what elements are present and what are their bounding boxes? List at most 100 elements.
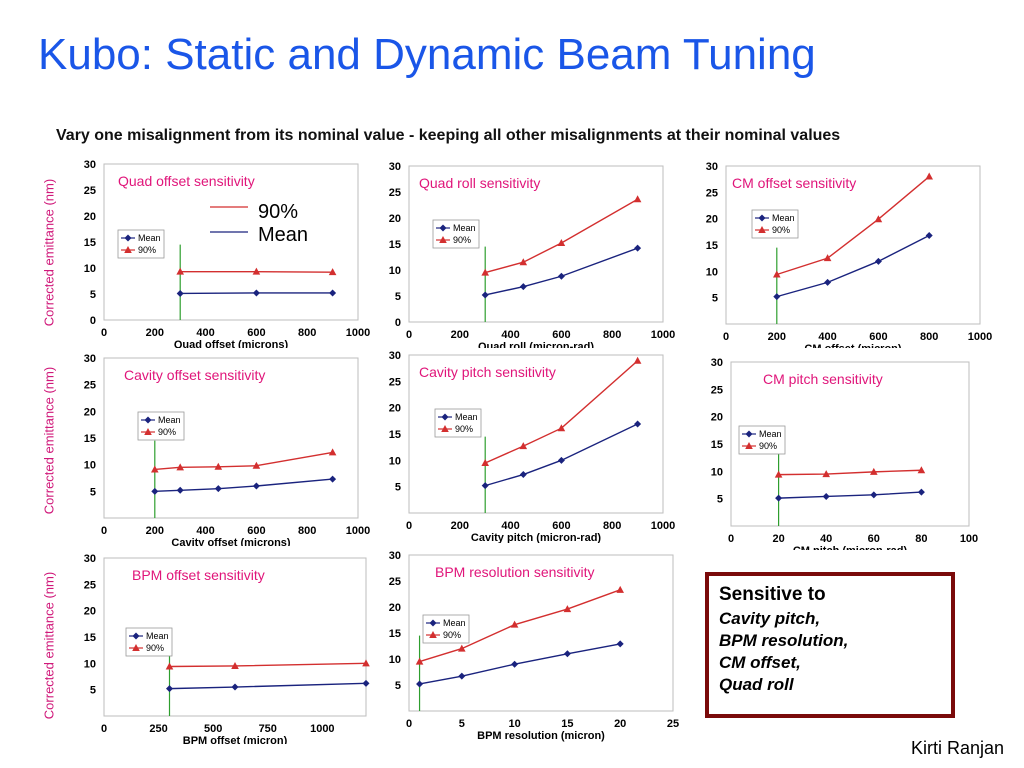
x-tick-label: 1000	[346, 327, 370, 339]
mean-point	[252, 482, 260, 490]
x-tick-label: 10	[508, 718, 520, 730]
y-tick-label: 10	[389, 654, 401, 666]
mean-point	[634, 420, 642, 428]
y-tick-label: 0	[395, 317, 401, 329]
y-tick-label: 15	[389, 628, 401, 640]
mean-point	[775, 494, 783, 502]
legend-p90-label: 90%	[759, 441, 777, 451]
p90-point	[773, 270, 781, 278]
mean-point	[214, 485, 222, 493]
y-tick-label: 20	[389, 213, 401, 225]
p90-point	[557, 238, 566, 246]
legend-box	[125, 627, 173, 657]
p90-point	[214, 462, 223, 470]
p90-point	[745, 442, 753, 449]
y-tick-label: 10	[389, 265, 401, 277]
p90-point	[870, 467, 878, 475]
p90-point	[439, 236, 447, 243]
mean-point	[124, 234, 132, 242]
mean-point	[144, 416, 152, 424]
chart-quad-roll: 0 5 10 15 20 25 30 0 200 400 600 800 1000 Quad roll (…	[389, 161, 675, 348]
legend-mean-label: Mean	[158, 415, 181, 425]
x-tick-label: 200	[451, 329, 469, 341]
legend-box	[751, 209, 799, 239]
y-tick-label: 10	[84, 460, 96, 472]
x-tick-label: 0	[406, 718, 412, 730]
y-tick-label: 30	[389, 350, 401, 362]
p90-point	[557, 424, 566, 432]
mean-point	[824, 278, 832, 286]
y-tick-label: 15	[389, 429, 401, 441]
y-tick-label: 30	[711, 357, 723, 369]
y-tick-label: 20	[706, 214, 718, 226]
x-axis-label: BPM resolution (micron)	[477, 730, 605, 742]
p90-point	[328, 268, 337, 276]
y-tick-label: 30	[84, 553, 96, 565]
y-tick-label: 25	[389, 376, 401, 388]
x-tick-label: 750	[259, 723, 277, 735]
big-legend-mean-label: Mean	[258, 224, 308, 246]
y-tick-label: 5	[395, 291, 401, 303]
p90-series-line	[776, 175, 930, 276]
y-tick-label: 30	[84, 159, 96, 171]
y-tick-label: 25	[389, 576, 401, 588]
p90-point	[429, 631, 437, 638]
x-tick-label: 0	[101, 723, 107, 735]
x-tick-label: 60	[868, 533, 880, 545]
y-tick-label: 5	[717, 494, 723, 506]
p90-point	[774, 470, 783, 478]
summary-item: CM offset,	[719, 653, 801, 672]
y-tick-label: 10	[711, 466, 723, 478]
slide-subtitle: Vary one misalignment from its nominal v…	[56, 127, 841, 144]
legend-mean-label: Mean	[146, 631, 169, 641]
plot-frame	[725, 165, 981, 325]
p90-point	[519, 442, 528, 450]
panel-title: Cavity offset sensitivity	[124, 367, 265, 383]
y-tick-label: 25	[706, 187, 718, 199]
x-tick-label: 600	[869, 331, 887, 343]
x-tick-label: 600	[552, 520, 570, 532]
mean-point	[176, 486, 184, 494]
legend-p90-label: 90%	[455, 424, 473, 434]
x-tick-label: 1000	[651, 520, 675, 532]
y-tick-label: 15	[84, 433, 96, 445]
mean-point	[745, 430, 753, 438]
x-tick-label: 80	[915, 533, 927, 545]
p90-point	[176, 463, 184, 471]
y-tick-label: 25	[84, 579, 96, 591]
p90-point	[328, 448, 337, 456]
y-tick-label: 15	[84, 237, 96, 249]
p90-point	[563, 605, 572, 613]
p90-point	[925, 172, 933, 180]
x-tick-label: 800	[603, 520, 621, 532]
mean-series-line	[485, 247, 638, 296]
x-tick-label: 800	[603, 329, 621, 341]
mean-point	[481, 482, 489, 490]
x-tick-label: 1000	[968, 331, 992, 343]
x-tick-label: 100	[960, 533, 978, 545]
legend-box	[422, 614, 470, 644]
p90-point	[231, 661, 239, 669]
mean-point	[151, 487, 159, 495]
p90-point	[165, 662, 174, 670]
chart-bpm-offset: 5 10 15 20 25 30 0 250 500 750 1000 BPM offset (mic…	[84, 553, 370, 744]
panel-title: CM offset sensitivity	[732, 175, 856, 191]
p90-point	[822, 470, 830, 478]
chart-cavity-offset: 5 10 15 20 25 30 0 200 400 600 800 1000 Cavity offse…	[84, 353, 370, 546]
x-tick-label: 500	[204, 723, 222, 735]
x-tick-label: 20	[614, 718, 626, 730]
y-tick-label: 25	[84, 380, 96, 392]
legend-box	[738, 425, 786, 455]
p90-point	[917, 466, 926, 474]
p90-point	[441, 425, 449, 432]
p90-point	[252, 461, 261, 469]
x-tick-label: 800	[298, 327, 316, 339]
legend-p90-label: 90%	[443, 630, 461, 640]
chart-cm-offset: 5 10 15 20 25 30 0 200 400 600 800 1000 CM offset (m…	[706, 161, 992, 348]
mean-point	[634, 244, 642, 252]
summary-item: Cavity pitch,	[719, 609, 821, 628]
legend-p90-label: 90%	[146, 643, 164, 653]
x-axis-label: Cavity pitch (micron-rad)	[471, 532, 602, 543]
mean-point	[481, 291, 489, 299]
mean-point	[132, 632, 140, 640]
